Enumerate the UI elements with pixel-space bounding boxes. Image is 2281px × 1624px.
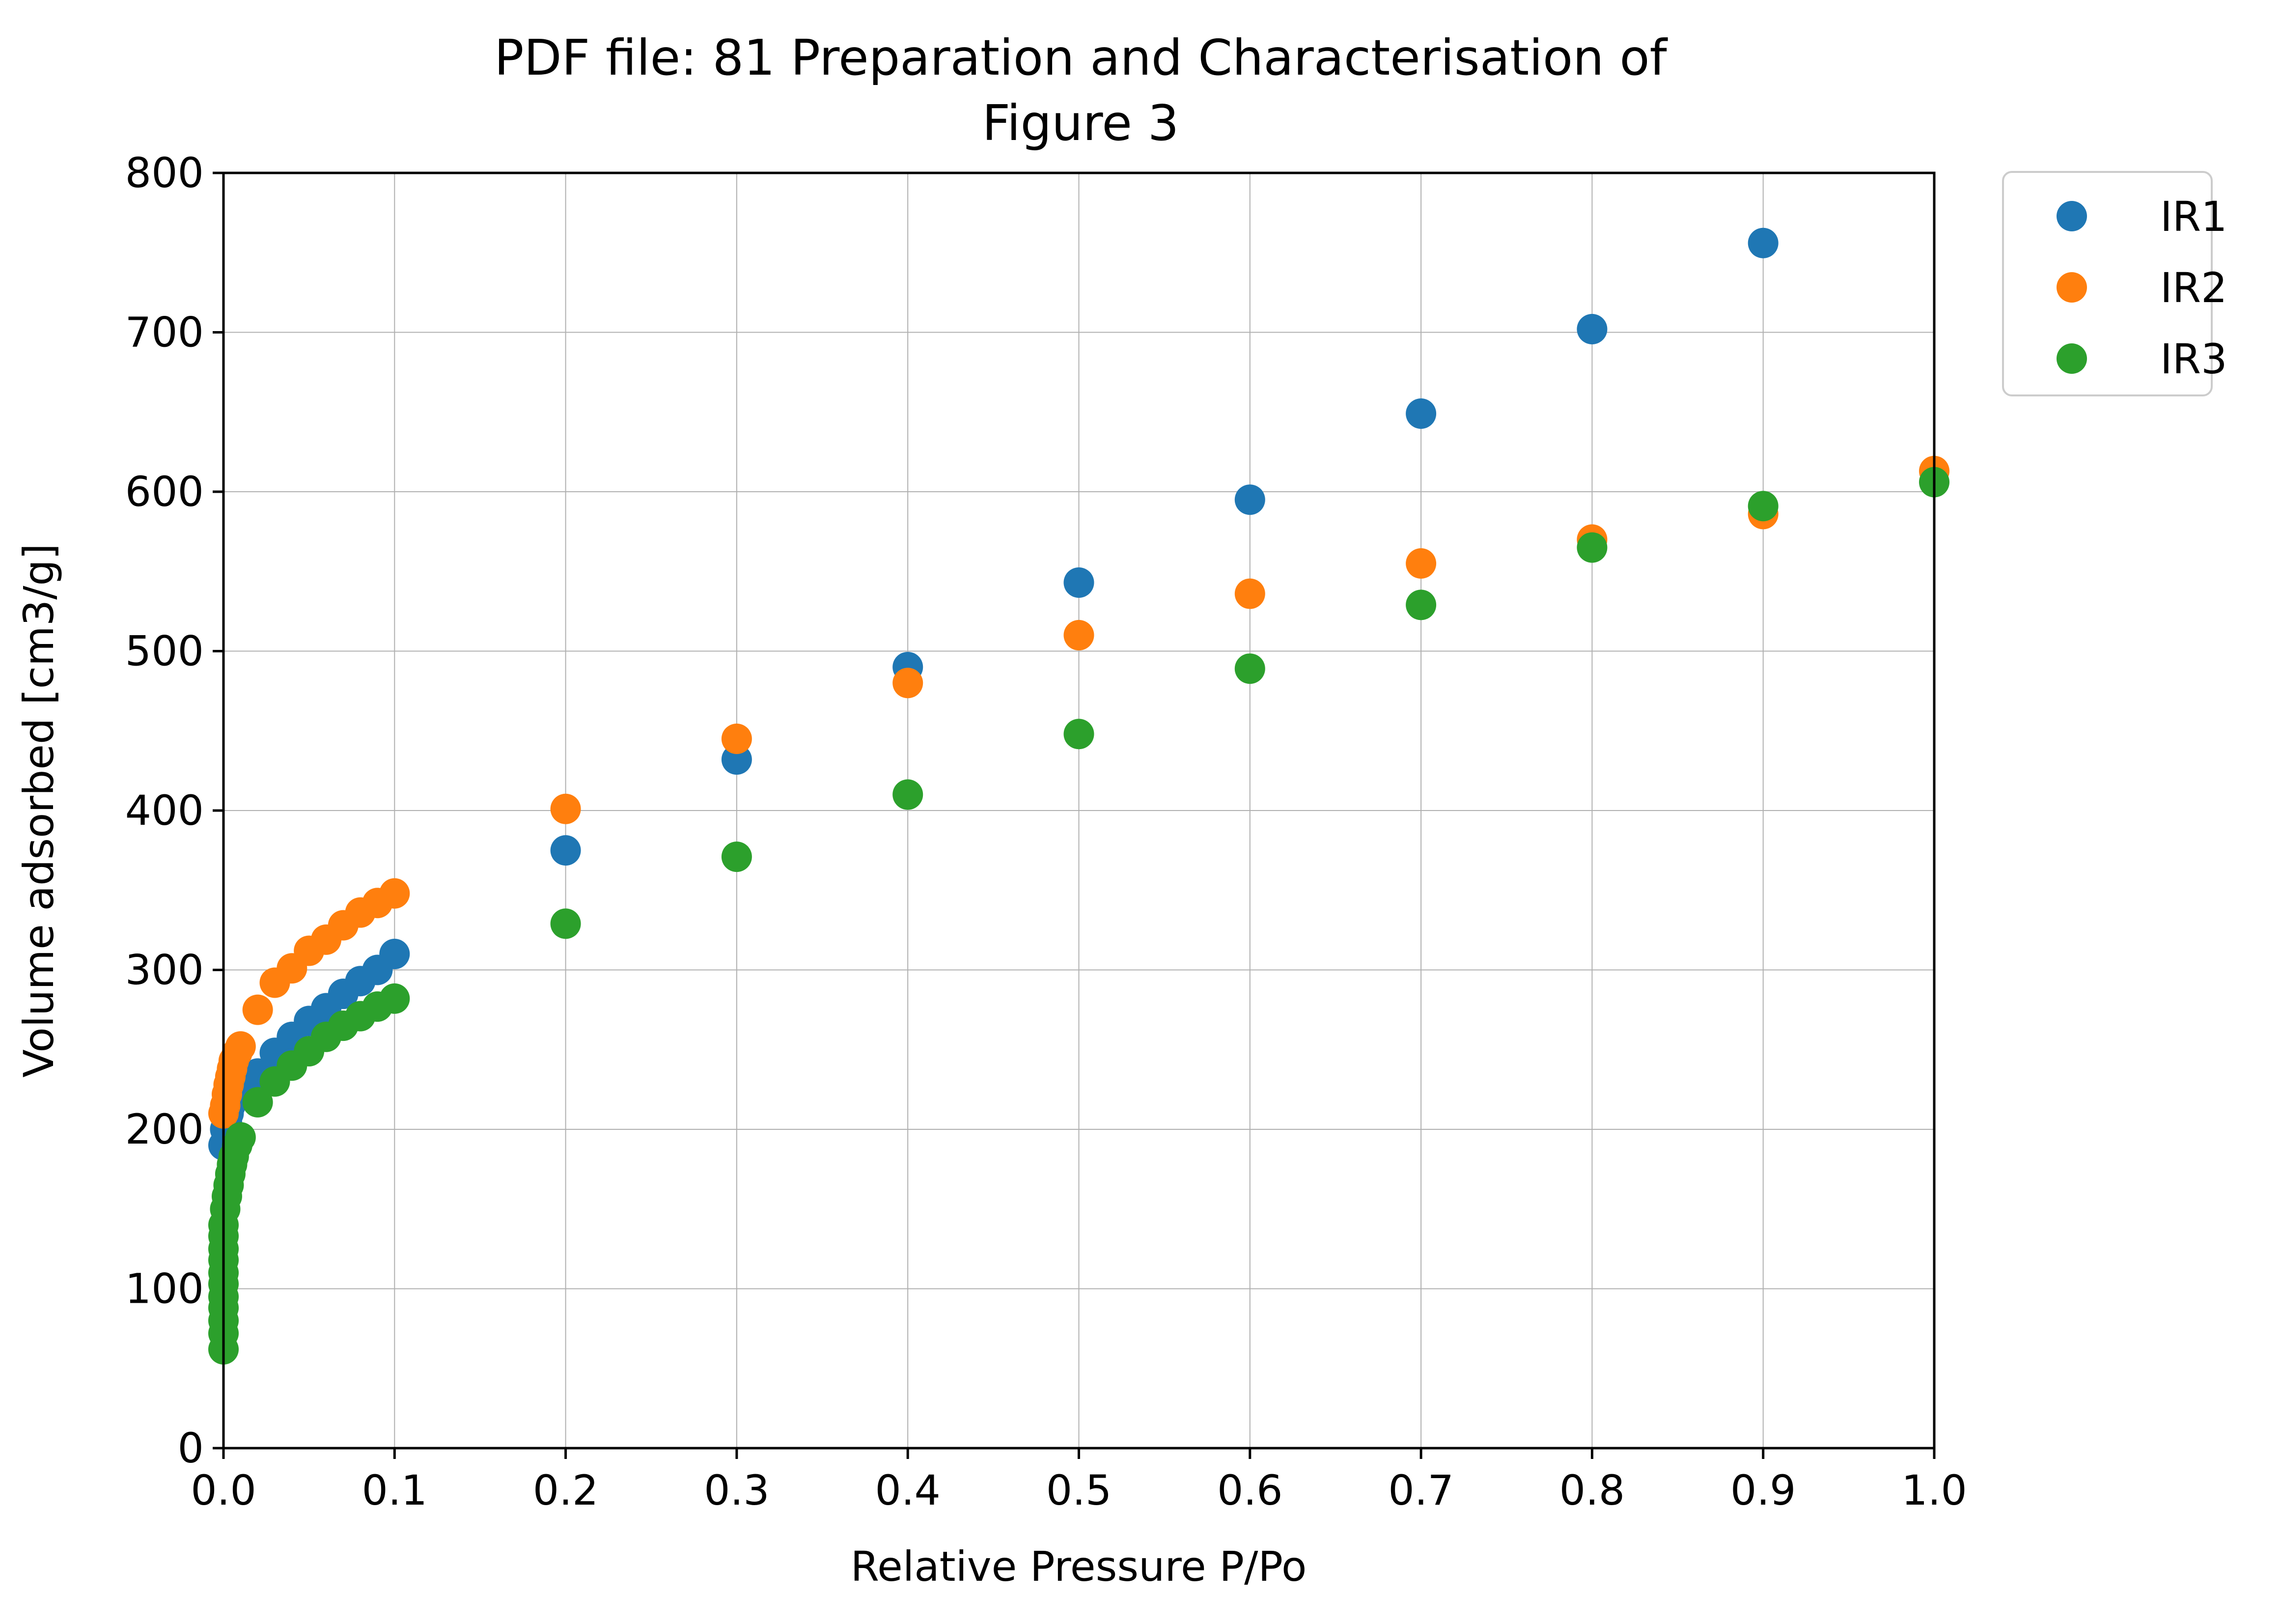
y-tick-label: 100: [125, 1265, 204, 1313]
plot-frame: [222, 171, 1936, 1450]
data-point-IR1: [550, 835, 581, 866]
data-point-IR3: [1063, 719, 1094, 750]
x-tick-label: 0.9: [1730, 1466, 1796, 1514]
x-tick-label: 0.7: [1388, 1466, 1454, 1514]
data-points: [208, 227, 1949, 1365]
x-tick-label: 0.2: [533, 1466, 599, 1514]
x-tick-label: 0.1: [362, 1466, 428, 1514]
data-point-IR1: [1234, 484, 1265, 515]
data-point-IR3: [1577, 532, 1608, 563]
data-point-IR2: [1063, 620, 1094, 651]
legend-marker-IR2: [2057, 272, 2087, 303]
data-point-IR3: [379, 983, 410, 1014]
data-point-IR2: [892, 668, 923, 699]
y-tick-label: 700: [125, 308, 204, 357]
y-tick-label: 600: [125, 468, 204, 516]
y-axis-label: Volume adsorbed [cm3/g]: [15, 543, 63, 1077]
legend-marker-IR3: [2057, 343, 2087, 374]
y-tick-label: 0: [178, 1424, 204, 1472]
x-tick-label: 0.6: [1217, 1466, 1283, 1514]
legend-label-IR1: IR1: [2160, 193, 2227, 241]
data-point-IR3: [1234, 653, 1265, 684]
data-point-IR1: [1577, 314, 1608, 345]
y-tick-label: 200: [125, 1105, 204, 1153]
data-point-IR3: [242, 1087, 273, 1118]
legend: IR1 IR2 IR3: [2002, 171, 2227, 396]
data-point-IR3: [1748, 491, 1779, 522]
y-tick-label: 500: [125, 627, 204, 675]
x-tick-label: 1.0: [1901, 1466, 1967, 1514]
x-tick-label: 0.4: [875, 1466, 941, 1514]
legend-box: [2002, 171, 2213, 396]
data-point-IR2: [1406, 548, 1437, 579]
legend-label-IR2: IR2: [2160, 264, 2227, 312]
data-point-IR2: [242, 994, 273, 1025]
data-point-IR3: [892, 779, 923, 810]
axis-ticks: 0.0 0.1 0.2 0.3 0.4 0.5 0.6 0.7 0.8 0.9 1.0 0 100 200…: [125, 149, 1967, 1514]
x-tick-label: 0.3: [704, 1466, 770, 1514]
data-point-IR3: [550, 908, 581, 939]
data-point-IR2: [550, 793, 581, 824]
y-tick-label: 800: [125, 149, 204, 197]
data-point-IR1: [379, 939, 410, 970]
x-axis-label: Relative Pressure P/Po: [851, 1542, 1307, 1591]
data-point-IR2: [721, 723, 752, 754]
series-IR3: [208, 467, 1949, 1365]
chart-title: PDF file: 81 Preparation and Characteris…: [494, 29, 1668, 86]
y-tick-label: 400: [125, 786, 204, 835]
data-point-IR1: [1063, 567, 1094, 598]
data-point-IR2: [1234, 578, 1265, 609]
x-tick-label: 0.8: [1559, 1466, 1625, 1514]
x-tick-label: 0.5: [1046, 1466, 1112, 1514]
x-tick-label: 0.0: [191, 1466, 256, 1514]
data-point-IR3: [721, 841, 752, 872]
legend-marker-IR1: [2057, 201, 2087, 231]
data-point-IR1: [1748, 227, 1779, 258]
legend-label-IR3: IR3: [2160, 335, 2227, 383]
data-point-IR2: [379, 878, 410, 909]
y-tick-label: 300: [125, 946, 204, 994]
data-point-IR3: [225, 1122, 256, 1153]
data-point-IR3: [1406, 589, 1437, 620]
data-point-IR2: [225, 1031, 256, 1062]
chart-subtitle: Figure 3: [982, 94, 1179, 152]
data-point-IR1: [1406, 398, 1437, 429]
